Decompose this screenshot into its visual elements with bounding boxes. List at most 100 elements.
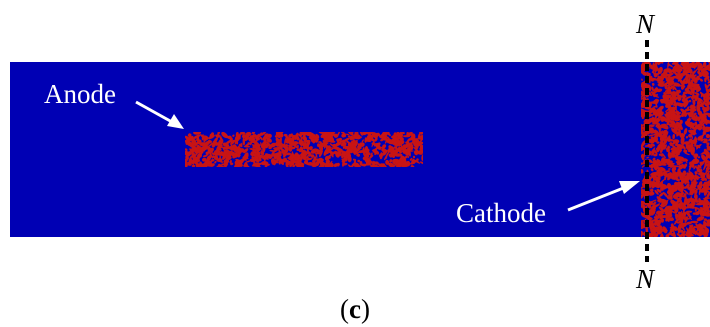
- cathode-particle: [641, 146, 646, 150]
- anode-particle: [347, 164, 353, 167]
- anode-particle: [282, 148, 289, 155]
- anode-particle: [353, 158, 355, 161]
- cathode-particle: [674, 115, 677, 121]
- anode-particle: [374, 164, 380, 167]
- anode-particle: [264, 162, 269, 167]
- anode-particle: [243, 164, 248, 167]
- cathode-particle: [706, 223, 710, 227]
- cathode-particle: [706, 97, 710, 100]
- cathode-particle: [641, 131, 644, 136]
- cathode-particle: [690, 140, 697, 144]
- cathode-particle: [648, 208, 653, 213]
- cathode-particle: [663, 171, 667, 175]
- anode-particle: [189, 154, 197, 159]
- cathode-particle: [690, 132, 693, 140]
- anode-particle: [323, 142, 327, 149]
- cathode-particle: [646, 215, 651, 221]
- cathode-particle: [665, 107, 671, 113]
- anode-particle: [407, 154, 409, 159]
- cathode-particle: [652, 111, 657, 117]
- cathode-particle: [665, 111, 670, 120]
- cathode-particle: [694, 121, 698, 126]
- cathode-particle: [689, 106, 696, 112]
- cathode-particle: [679, 233, 684, 237]
- cathode-particle: [696, 87, 702, 93]
- cathode-particle: [682, 93, 685, 100]
- cathode-particle: [686, 89, 693, 96]
- cathode-particle: [641, 66, 645, 74]
- cathode-particle: [678, 163, 685, 170]
- anode-particle: [211, 143, 216, 148]
- cathode-particle: [660, 62, 664, 64]
- cathode-particle: [680, 62, 689, 67]
- cathode-particle: [686, 64, 689, 68]
- cathode-particle: [641, 103, 646, 108]
- cathode-particle: [641, 92, 646, 99]
- anode-particle: [210, 132, 215, 136]
- anode-particle: [297, 144, 299, 149]
- cathode-particle: [706, 191, 710, 199]
- cathode-particle: [696, 176, 702, 179]
- cathode-particle: [656, 196, 663, 202]
- cathode-particle: [675, 161, 684, 164]
- cathode-particle: [643, 120, 652, 125]
- cathode-particle: [658, 153, 663, 156]
- cathode-particle: [675, 121, 682, 127]
- cathode-particle: [641, 90, 643, 95]
- cathode-particle: [685, 234, 692, 237]
- cathode-particle: [703, 156, 706, 160]
- anode-particle: [252, 160, 256, 164]
- cathode-particle: [663, 92, 667, 95]
- cathode-particle: [703, 159, 710, 164]
- anode-particle: [310, 154, 315, 158]
- anode-particle: [233, 161, 239, 167]
- anode-particle: [333, 163, 338, 167]
- cathode-particle: [659, 228, 662, 234]
- anode-particle: [260, 142, 263, 149]
- anode-particle: [312, 156, 317, 164]
- cathode-particle: [700, 176, 708, 181]
- cathode-particle: [656, 126, 662, 130]
- cathode-particle: [674, 186, 683, 190]
- anode-particle: [373, 143, 376, 147]
- cathode-particle: [706, 219, 710, 223]
- anode-particle: [411, 159, 415, 164]
- anode-particle: [325, 133, 328, 137]
- anode-particle: [388, 145, 395, 150]
- cathode-particle: [707, 175, 710, 177]
- cathode-particle: [705, 88, 709, 95]
- cathode-particle: [696, 143, 702, 149]
- anode-particle: [216, 165, 219, 167]
- anode-particle: [372, 149, 380, 155]
- anode-particle: [232, 134, 235, 137]
- anode-particle: [411, 133, 416, 139]
- cathode-particle: [683, 233, 687, 236]
- cathode-particle: [684, 95, 692, 100]
- cathode-particle: [678, 220, 684, 225]
- cathode-particle: [646, 156, 650, 159]
- cathode-particle: [683, 146, 686, 150]
- cathode-particle: [688, 68, 693, 74]
- anode-particle: [208, 146, 211, 149]
- cathode-particle: [691, 131, 697, 134]
- cathode-particle: [704, 231, 708, 234]
- cathode-particle: [648, 164, 654, 169]
- cathode-particle: [697, 170, 703, 173]
- cathode-particle: [677, 89, 681, 94]
- cathode-particle: [654, 62, 662, 65]
- anode-particle: [343, 155, 351, 159]
- cathode-particle: [691, 83, 700, 88]
- cathode-particle: [641, 80, 646, 86]
- cathode-particle: [677, 223, 680, 231]
- anode-particle: [285, 144, 290, 147]
- anode-particle: [389, 140, 398, 145]
- anode-particle: [222, 153, 227, 158]
- anode-particle: [248, 136, 252, 141]
- anode-particle: [388, 162, 395, 167]
- cathode-particle: [677, 128, 681, 132]
- cathode-particle: [664, 84, 668, 90]
- cathode-particle: [699, 223, 703, 227]
- anode-particle: [341, 151, 347, 156]
- anode-particle: [341, 139, 346, 144]
- anode-particle: [245, 160, 251, 163]
